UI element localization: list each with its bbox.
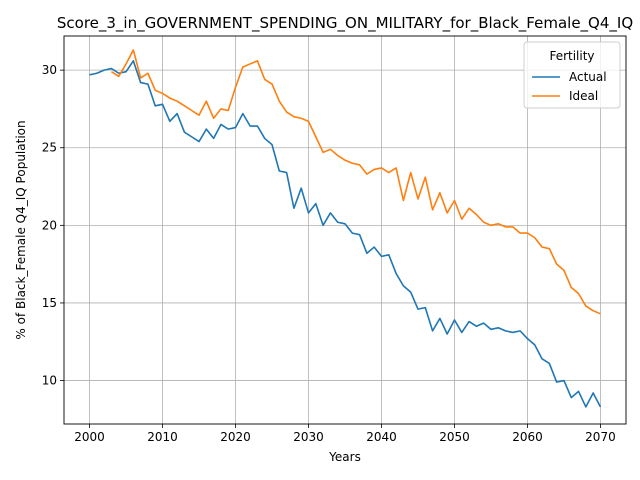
grid-lines: [64, 36, 626, 424]
legend-label-actual: Actual: [569, 70, 607, 84]
x-tick-label: 2010: [147, 430, 178, 444]
y-tick-label: 15: [42, 296, 57, 310]
y-tick-label: 30: [42, 63, 57, 77]
x-tick-label: 2050: [439, 430, 470, 444]
legend-title: Fertility: [549, 49, 594, 63]
x-axis-ticks: 2000 2010 2020 2030 2040 2050 2060 2070: [74, 424, 616, 444]
y-tick-label: 20: [42, 218, 57, 232]
chart-title: Score_3_in_GOVERNMENT_SPENDING_ON_MILITA…: [57, 14, 633, 33]
legend: Fertility Actual Ideal: [523, 41, 621, 109]
legend-label-ideal: Ideal: [569, 89, 598, 103]
series-layer: [89, 49, 602, 408]
y-axis-label: % of Black_Female Q4_IQ Population: [14, 120, 28, 339]
y-tick-label: 10: [42, 374, 57, 388]
x-tick-label: 2000: [74, 430, 105, 444]
x-tick-label: 2040: [366, 430, 397, 444]
y-tick-label: 25: [42, 141, 57, 155]
x-axis-label: Years: [328, 450, 361, 464]
series-line-actual: [89, 60, 602, 408]
axes-frame: [63, 35, 627, 425]
x-tick-label: 2020: [220, 430, 251, 444]
legend-box: [523, 41, 621, 109]
x-tick-label: 2060: [512, 430, 543, 444]
y-axis-ticks: 10 15 20 25 30: [42, 63, 64, 388]
series-line-ideal: [111, 49, 601, 315]
x-tick-label: 2030: [293, 430, 324, 444]
x-tick-label: 2070: [585, 430, 616, 444]
